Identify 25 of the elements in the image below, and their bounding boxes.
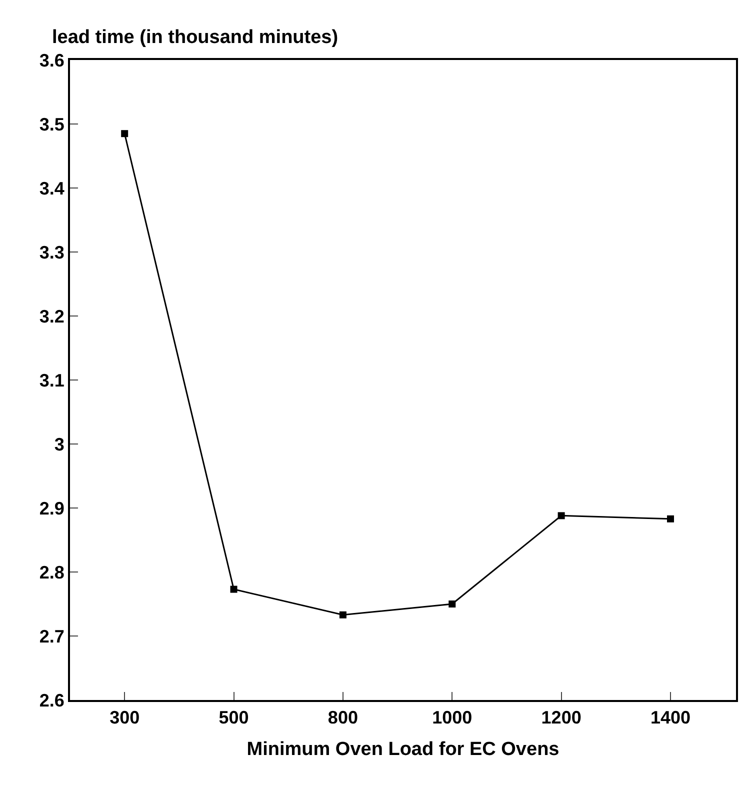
x-tick-label: 1000 [432, 708, 472, 728]
y-tick-label: 2.6 [39, 690, 64, 710]
x-tick-label: 1200 [541, 708, 582, 728]
x-tick-label: 800 [328, 708, 358, 728]
y-tick-label: 3 [54, 434, 64, 454]
x-tick-label: 1400 [650, 708, 691, 728]
y-axis-title: lead time (in thousand minutes) [52, 27, 338, 48]
y-tick-label: 3.3 [39, 242, 64, 262]
y-tick-label: 3.2 [39, 306, 64, 326]
y-tick-label: 3.1 [39, 370, 64, 390]
y-tick-label: 3.5 [39, 114, 64, 134]
y-tick-label: 2.7 [39, 626, 64, 646]
point [230, 586, 238, 593]
point [666, 515, 674, 522]
x-tick-label: 500 [218, 708, 249, 728]
y-tick-label: 2.8 [39, 562, 64, 582]
point [121, 130, 128, 138]
point [558, 512, 565, 520]
x-tick-label: 300 [110, 708, 140, 728]
point [448, 600, 456, 608]
x-axis-title: Minimum Oven Load for EC Ovens [246, 738, 560, 760]
y-tick-label: 3.4 [39, 178, 64, 198]
y-tick-label: 2.9 [39, 498, 64, 518]
y-tick-label: 3.6 [39, 50, 64, 70]
point [339, 611, 346, 618]
